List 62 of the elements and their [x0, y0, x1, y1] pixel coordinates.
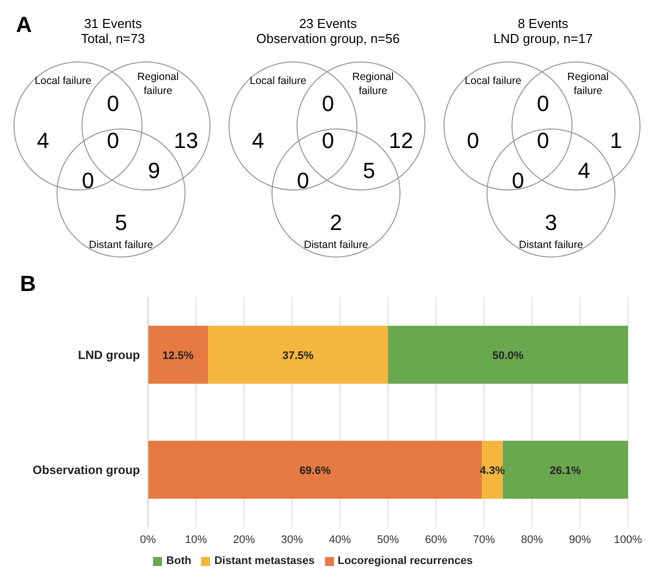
- text: 0: [466, 128, 480, 153]
- x-tick-label: 90%: [568, 534, 592, 546]
- text: B: [20, 271, 36, 297]
- text: 0: [106, 128, 120, 153]
- text: 0: [322, 91, 334, 116]
- x-tick-label: 50%: [376, 534, 400, 546]
- data-label: 0: [536, 91, 550, 116]
- category-label: Distant failure: [518, 239, 584, 251]
- x-tick-label: 80%: [520, 534, 544, 546]
- legend-label: Distant metastases: [214, 555, 315, 567]
- category-label: Regional failure: [137, 71, 179, 97]
- data-label: 4: [36, 128, 50, 153]
- bar: [388, 326, 628, 384]
- text: 0: [82, 168, 94, 193]
- text: A: [16, 12, 32, 37]
- data-label: 1: [610, 128, 622, 153]
- data-label: 4: [252, 128, 264, 153]
- legend-label: Both: [166, 555, 192, 567]
- category-label: Regional failure: [567, 71, 609, 97]
- text: 8 Events: [518, 16, 569, 31]
- x-tick-label: 0%: [140, 534, 156, 546]
- data-label: 69.6%: [299, 464, 331, 477]
- data-label: 12.5%: [162, 350, 194, 362]
- category-label: Local failure: [250, 75, 306, 87]
- data-label: 12: [388, 128, 414, 153]
- x-tick-label: 70%: [472, 534, 496, 546]
- text: 0: [536, 128, 550, 153]
- text: 0: [512, 168, 524, 193]
- legend-label: Locoregional recurrences: [338, 555, 473, 567]
- y-tick-label: Observation group: [32, 462, 140, 477]
- data-label: 50.0%: [492, 350, 524, 362]
- text: 0: [296, 168, 310, 193]
- data-label: 5: [114, 210, 128, 235]
- text: 9: [148, 158, 160, 183]
- category-label: Distant failure: [88, 239, 154, 251]
- x-tick-label: 10%: [184, 534, 208, 546]
- text: 5: [362, 158, 376, 183]
- x-tick-label: 40%: [328, 534, 352, 546]
- data-label: 37.5%: [282, 350, 314, 362]
- x-tick-label: 100%: [614, 534, 642, 546]
- text: 0: [322, 128, 334, 153]
- data-label: 3: [544, 210, 558, 235]
- text: Observation group, n=56: [256, 31, 400, 46]
- data-label: 13: [174, 128, 198, 153]
- data-label: 26.1%: [550, 464, 582, 477]
- text: Total, n=73: [81, 31, 145, 46]
- text: 0: [106, 91, 120, 116]
- category-label: Local failure: [464, 75, 522, 87]
- bar: [208, 326, 388, 384]
- bar: [148, 326, 208, 384]
- x-tick-label: 60%: [424, 534, 448, 546]
- y-tick-label: LND group: [78, 348, 140, 362]
- text: 23 Events: [299, 16, 358, 31]
- x-tick-label: 20%: [232, 534, 256, 546]
- text: LND group, n=17: [493, 31, 593, 46]
- data-label: 2: [330, 210, 342, 235]
- text: 4: [578, 158, 590, 183]
- x-tick-label: 30%: [280, 534, 304, 546]
- text: 31 Events: [84, 16, 142, 31]
- category-label: Distant failure: [304, 239, 368, 251]
- category-label: Local failure: [34, 75, 92, 87]
- category-label: Regional failure: [352, 71, 394, 97]
